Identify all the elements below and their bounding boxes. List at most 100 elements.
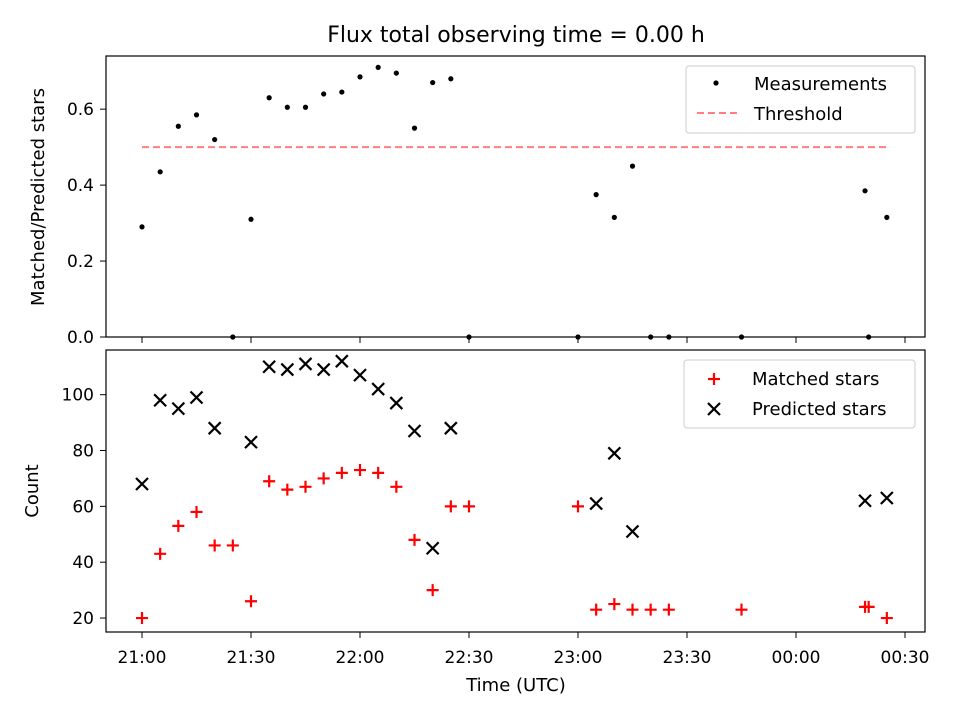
predicted-star-point [444,421,458,435]
bottom-x-ticks: 21:00 21:30 22:00 22:30 23:00 23:30 00:00 00:30 [118,632,930,668]
measurement-point [448,76,454,82]
predicted-star-point [407,424,422,438]
measurement-point [248,216,254,222]
measurement-point [884,214,890,220]
top-legend: Measurements Threshold [685,65,916,134]
bottom-panel: 20 40 60 80 100 21:00 21:30 22:00 22:30 23:00 23:… [22,349,930,696]
measurement-point [321,91,327,97]
measurement-point [629,163,636,169]
measurement-point [175,123,181,129]
legend-marker-measurements [713,80,719,86]
matched-star-point [626,603,639,616]
matched-star-point [317,472,330,485]
predicted-star-point [207,421,222,435]
matched-star-point [245,595,257,608]
bottom-y-axis-label: Count [22,464,43,517]
x-tick-label: 00:30 [881,648,930,668]
matched-star-point [608,598,621,611]
matched-star-point [335,466,348,479]
predicted-star-point [244,435,258,449]
measurement-point [862,188,868,194]
x-tick-label: 22:30 [445,648,494,668]
matched-star-point [281,483,294,496]
measurement-point [284,104,290,110]
legend-marker-matched [708,373,720,385]
measurement-point [357,74,363,80]
bottom-legend-box [683,359,916,429]
predicted-star-point [625,524,640,539]
measurement-point [139,224,145,230]
x-tick-label: 23:00 [554,648,603,668]
bottom-y-tick-label: 40 [72,553,94,573]
matched-star-point [390,480,403,493]
matched-star-point [154,547,167,560]
legend-marker-predicted [707,402,721,416]
top-y-axis-label: Matched/Predicted stars [28,88,49,306]
bottom-y-tick-label: 80 [72,442,94,462]
bottom-y-tick-label: 20 [72,609,94,629]
bottom-y-tick-label: 60 [72,497,94,517]
matched-star-point [354,464,366,477]
matched-star-point [590,603,603,616]
predicted-star-point [171,401,186,416]
bottom-y-ticks: 20 40 60 80 100 [62,386,106,629]
legend-label-measurements: Measurements [754,74,887,95]
chart-title: Flux total observing time = 0.00 h [327,23,705,48]
matched-star-point [862,600,875,613]
matched-star-point [880,612,893,625]
matched-star-point [644,603,657,616]
predicted-star-point [371,382,385,396]
matched-star-point [444,500,457,513]
top-y-tick-label: 0.2 [67,252,94,272]
predicted-star-point [262,359,276,374]
measurement-point [430,79,436,86]
bottom-legend: Matched stars Predicted stars [683,359,916,429]
matched-star-point [299,480,312,493]
matched-star-point [426,584,439,597]
top-x-ticks [141,337,906,343]
x-tick-label: 00:00 [772,648,821,668]
measurement-point [593,192,599,198]
matched-star-point [463,500,475,513]
top-axes-frame [105,55,926,338]
x-tick-label: 22:00 [336,648,385,668]
predicted-star-point [389,396,404,410]
predicted-star-point [316,362,331,377]
predicted-star-point [425,541,440,556]
x-tick-label: 21:00 [118,648,167,668]
measurement-point [157,169,163,175]
predicted-star-point [589,496,603,511]
measurement-point [266,95,272,101]
matched-star-point [226,539,239,552]
matched-star-point [662,603,675,616]
predicted-star-point [189,390,204,405]
matched-star-point [172,519,185,532]
x-axis-label: Time (UTC) [465,675,566,696]
legend-label-matched: Matched stars [752,369,879,390]
legend-label-threshold: Threshold [753,104,843,125]
predicted-star-point [298,357,313,371]
predicted-star-point [858,493,872,508]
top-marks [139,64,890,340]
top-legend-box [685,65,916,134]
predicted-star-point [880,491,894,505]
top-y-tick-label: 0.4 [67,176,94,196]
matched-star-point [408,533,421,546]
matched-star-point [735,603,748,616]
matched-star-point [572,500,584,513]
matched-star-point [136,612,148,625]
legend-label-predicted: Predicted stars [752,399,886,420]
matched-star-point [190,505,203,518]
x-tick-label: 21:30 [227,648,276,668]
x-tick-label: 23:30 [663,648,712,668]
top-y-ticks: 0.0 0.2 0.4 0.6 [67,100,106,348]
predicted-star-point [153,393,167,408]
measurement-point [375,64,381,70]
bottom-axes-frame [105,349,926,633]
measurement-point [393,70,399,76]
top-y-tick-label: 0.6 [67,100,94,120]
matched-star-point [372,466,385,479]
bottom-y-tick-label: 100 [62,386,94,406]
measurement-point [212,136,218,143]
